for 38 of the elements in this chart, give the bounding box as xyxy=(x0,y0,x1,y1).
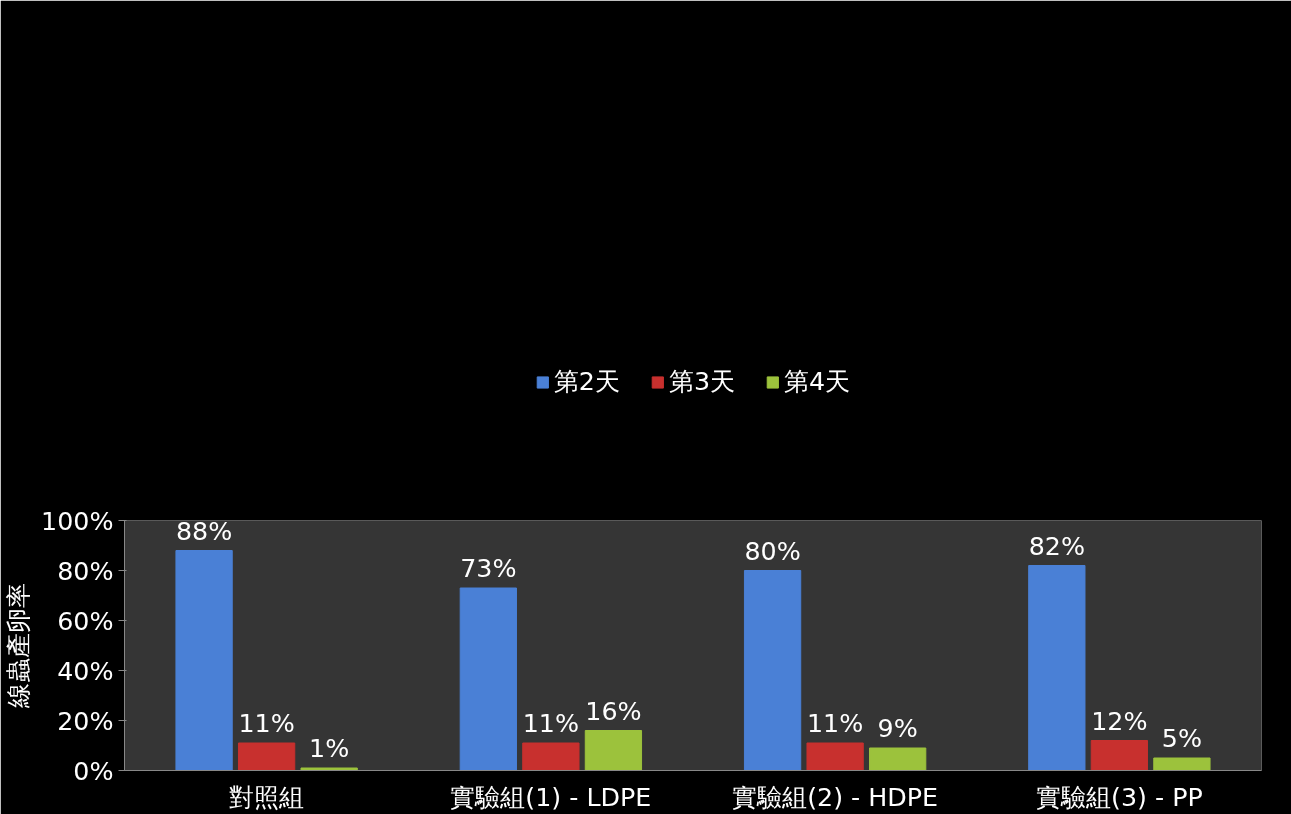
data-label: 82% xyxy=(1028,530,1085,561)
bar xyxy=(300,767,358,771)
data-label: 73% xyxy=(460,553,517,583)
bar xyxy=(459,587,517,771)
bar xyxy=(1153,757,1211,771)
data-label: 11% xyxy=(238,708,295,738)
legend-label: 第3天 xyxy=(668,364,736,398)
data-label: 11% xyxy=(522,708,580,738)
bar xyxy=(1090,740,1149,771)
bar xyxy=(869,747,927,771)
bar xyxy=(522,742,580,771)
bar xyxy=(1028,565,1086,771)
bar xyxy=(237,742,296,771)
data-label: 9% xyxy=(877,713,918,743)
bar xyxy=(175,550,233,771)
y-tick-label: 60% xyxy=(57,605,114,636)
y-tick-label: 40% xyxy=(57,655,114,686)
x-tick-label: 實驗組(3) - PP xyxy=(1036,781,1203,812)
x-tick-label: 實驗組(1) - LDPE xyxy=(450,781,652,812)
data-label: 1% xyxy=(309,733,350,763)
data-label: 16% xyxy=(585,695,642,726)
legend-label: 第4天 xyxy=(784,364,851,398)
x-tick-label: 實驗組(2) - HDPE xyxy=(732,781,939,812)
legend-label: 第2天 xyxy=(553,364,620,398)
data-label: 12% xyxy=(1091,705,1148,736)
data-label: 5% xyxy=(1161,723,1203,753)
y-tick-label: 0% xyxy=(73,755,114,786)
y-axis-title: 線蟲產卵率 xyxy=(3,583,34,709)
data-label: 80% xyxy=(744,535,801,566)
bar xyxy=(806,742,864,771)
y-tick-label: 80% xyxy=(57,555,114,586)
x-tick-label: 對照組 xyxy=(229,781,305,812)
bar xyxy=(743,570,802,771)
y-tick-label: 100% xyxy=(41,505,114,536)
bar xyxy=(584,730,643,771)
y-tick-label: 20% xyxy=(57,705,114,736)
data-label: 11% xyxy=(806,708,864,738)
data-label: 88% xyxy=(175,515,233,546)
